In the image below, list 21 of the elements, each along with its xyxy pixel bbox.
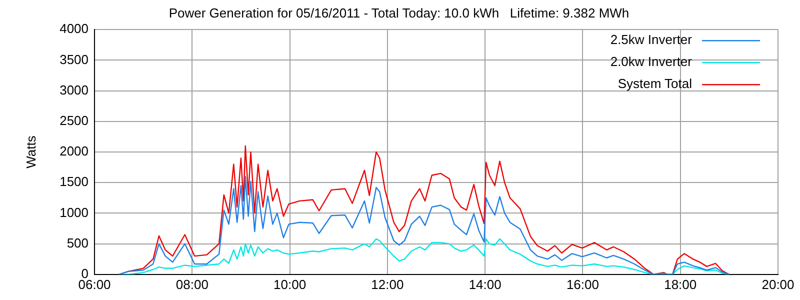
y-axis-title: Watts	[23, 135, 38, 168]
x-tick-label: 08:00	[176, 276, 208, 292]
y-tick-label: 2000	[60, 144, 89, 159]
y-tick-label: 2500	[60, 112, 89, 128]
legend-label: 2.0kw Inverter	[610, 54, 693, 70]
legend-label: System Total	[618, 76, 692, 92]
chart-title: Power Generation for 05/16/2011 - Total Today: 10.0 kWh Lifetime: 9.382 MWh	[168, 5, 630, 20]
y-tick-label: 1000	[60, 204, 89, 220]
x-tick-label: 20:00	[762, 276, 794, 292]
y-tick-label: 1500	[60, 174, 89, 190]
y-tick-label: 500	[66, 235, 89, 250]
y-tick-label: 3500	[60, 52, 89, 67]
x-tick-label: 10:00	[274, 276, 306, 292]
y-tick-label: 3000	[60, 82, 89, 98]
y-tick-label: 4000	[60, 21, 89, 36]
x-tick-label: 18:00	[664, 276, 697, 292]
y-tick-label: 0	[81, 266, 89, 281]
x-tick-label: 14:00	[468, 276, 502, 292]
legend-label: 2.5kw Inverter	[610, 32, 693, 48]
x-tick-label: 16:00	[566, 276, 599, 292]
x-tick-label: 12:00	[371, 276, 404, 292]
